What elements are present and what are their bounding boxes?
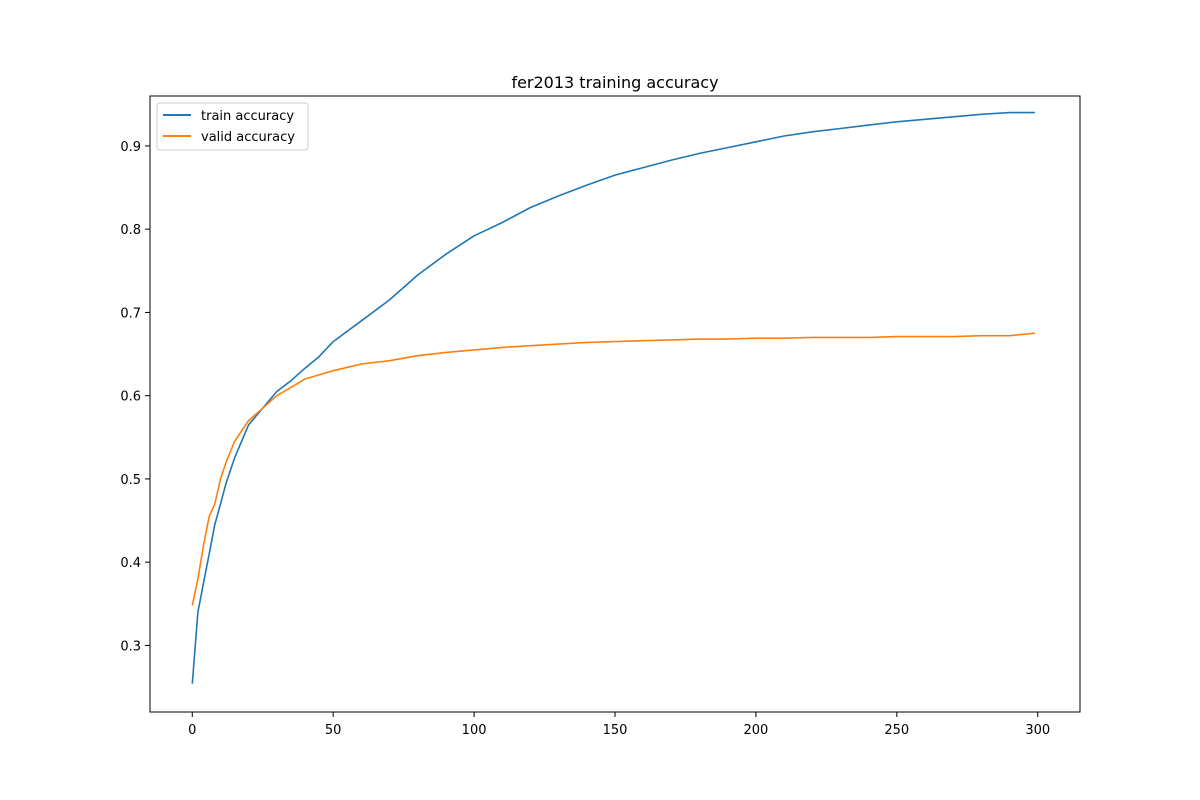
legend-box xyxy=(156,102,309,151)
y-tick-label: 0.8 xyxy=(120,223,141,238)
x-tick-label: 0 xyxy=(188,723,196,738)
legend: train accuracy valid accuracy xyxy=(156,102,309,151)
series-line-train xyxy=(191,111,1035,684)
chart-title: fer2013 training accuracy xyxy=(511,73,718,92)
y-tick-label: 0.4 xyxy=(120,556,141,571)
series-layer xyxy=(191,111,1035,684)
legend-label: train accuracy xyxy=(201,109,294,124)
series-line-valid xyxy=(191,332,1035,606)
legend-label: valid accuracy xyxy=(201,130,295,145)
x-tick-label: 50 xyxy=(325,723,342,738)
x-tick-label: 300 xyxy=(1025,723,1050,738)
plot-frame xyxy=(149,95,1081,713)
x-tick-label: 100 xyxy=(462,723,487,738)
y-tick-label: 0.6 xyxy=(120,390,141,405)
x-tick-label: 200 xyxy=(743,723,768,738)
x-tick-label: 150 xyxy=(603,723,628,738)
y-tick-label: 0.5 xyxy=(120,473,141,488)
y-tick-label: 0.3 xyxy=(120,639,141,654)
y-axis: 0.3 0.4 0.5 0.6 0.7 0.8 0.9 xyxy=(120,140,150,654)
x-tick-label: 250 xyxy=(884,723,909,738)
x-axis: 0 50 100 150 200 250 300 xyxy=(188,712,1050,738)
y-tick-label: 0.9 xyxy=(120,140,141,155)
y-tick-label: 0.7 xyxy=(120,306,141,321)
